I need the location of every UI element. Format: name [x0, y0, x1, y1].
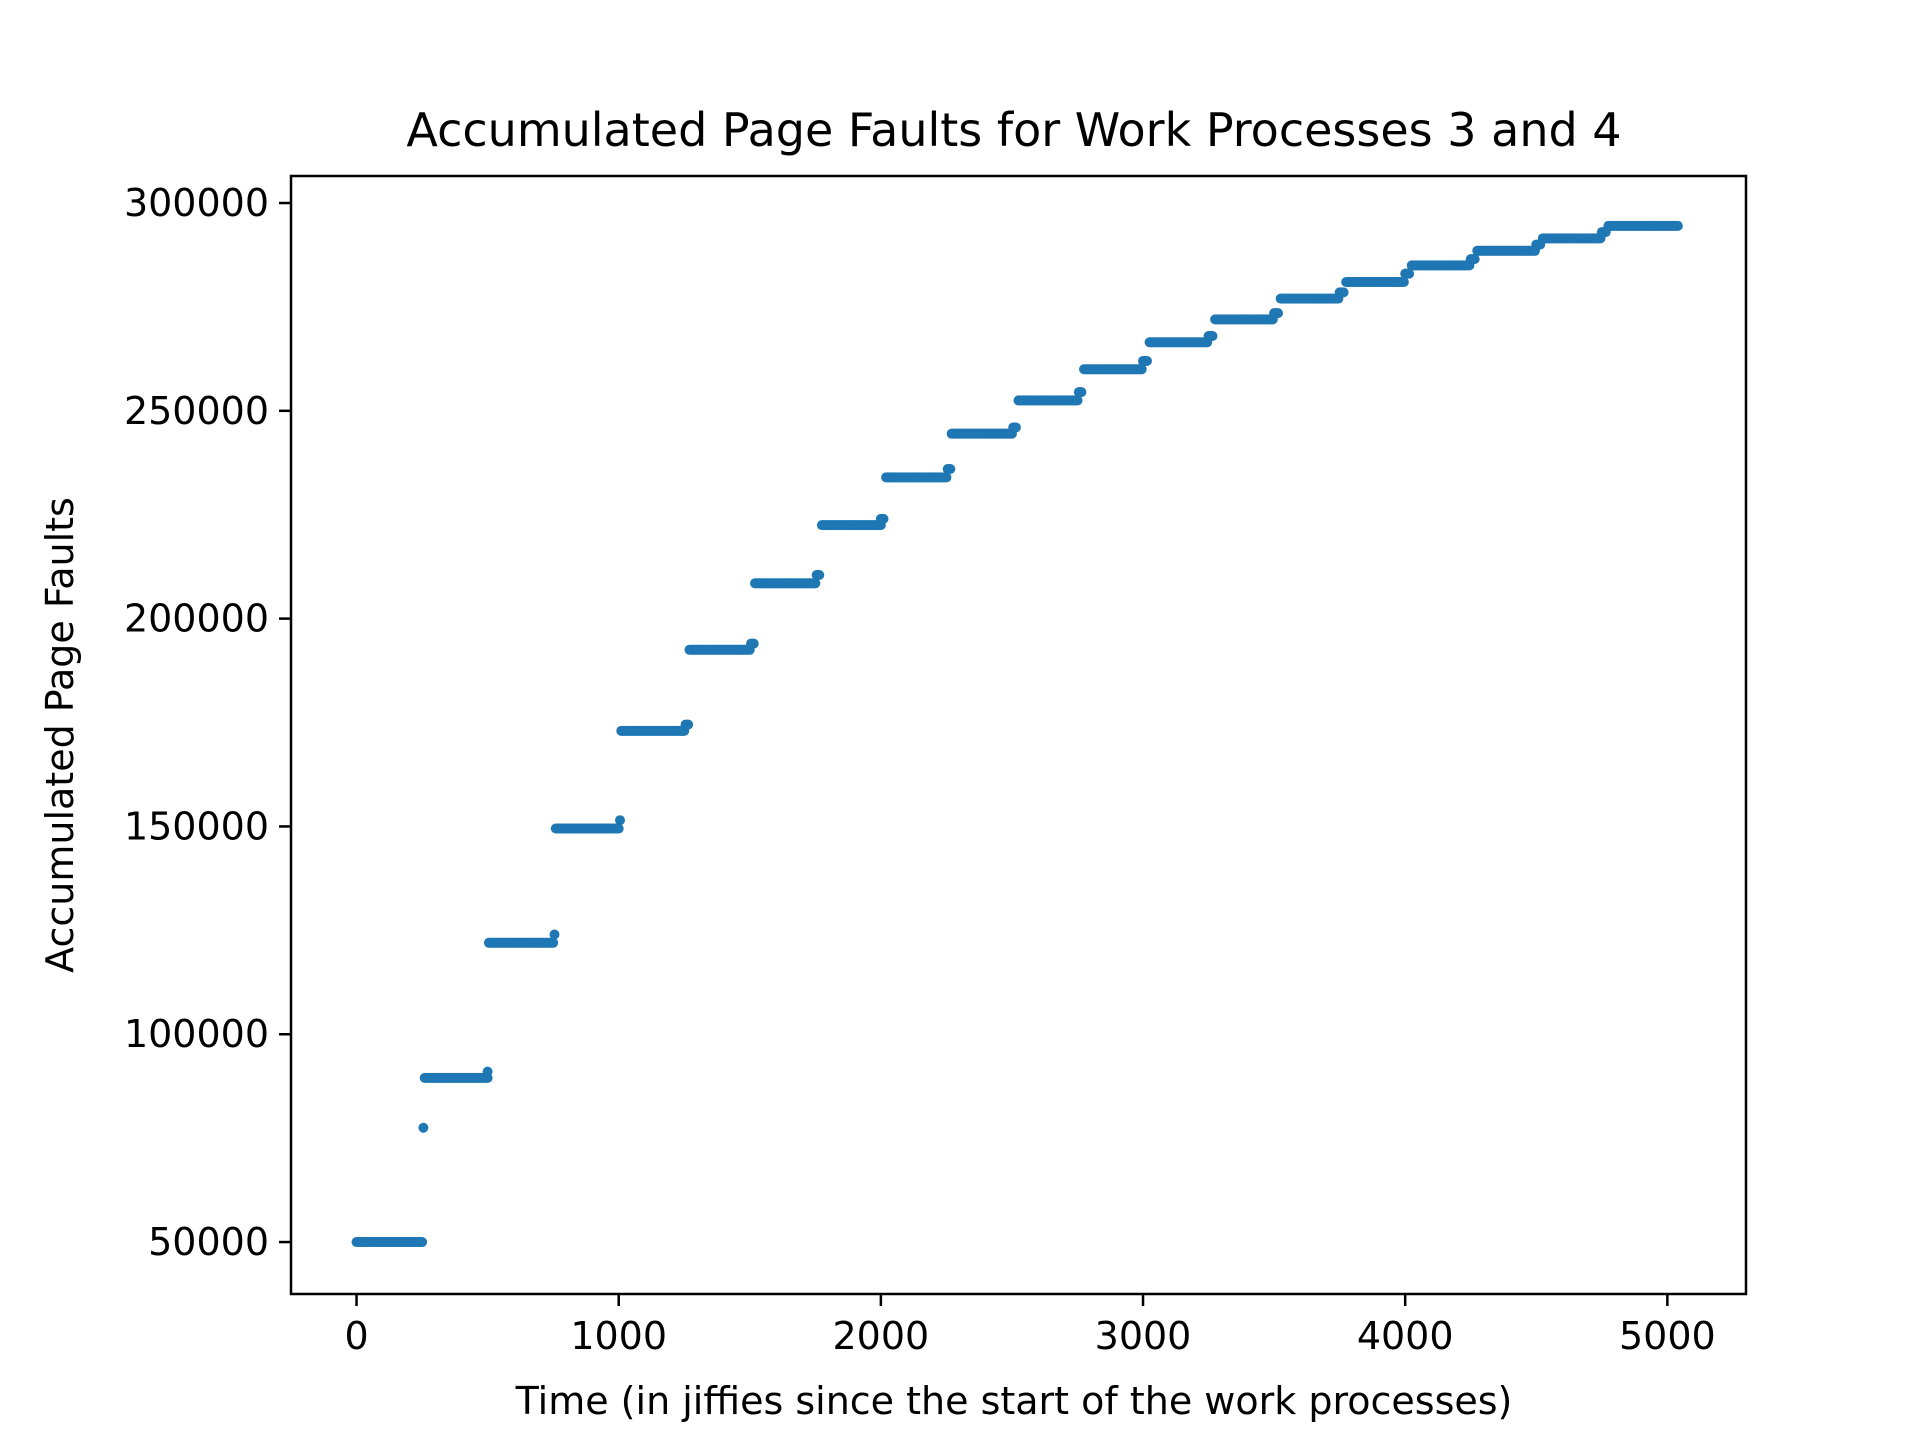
data-point	[1469, 254, 1480, 265]
x-tick-label: 0	[344, 1314, 368, 1358]
x-tick-label: 3000	[1095, 1314, 1192, 1358]
data-point	[1010, 422, 1021, 433]
data-point	[1207, 331, 1218, 342]
data-point	[748, 638, 759, 649]
data-point	[418, 1122, 429, 1133]
y-tick-label: 200000	[124, 597, 269, 641]
data-point	[417, 1237, 428, 1248]
data-point	[548, 937, 559, 948]
x-tick-label: 1000	[570, 1314, 667, 1358]
y-tick-label: 150000	[124, 804, 269, 848]
data-point	[482, 1066, 493, 1077]
data-point	[810, 578, 821, 589]
x-axis-label: Time (in jiffies since the start of the …	[515, 1379, 1513, 1423]
data-point	[683, 719, 694, 730]
data-point	[1273, 308, 1284, 319]
x-tick-label: 2000	[833, 1314, 930, 1358]
y-tick-label: 300000	[124, 181, 269, 225]
plot-marks	[351, 220, 1683, 1248]
data-point	[1076, 387, 1087, 398]
data-point	[941, 472, 952, 483]
data-point	[615, 815, 626, 826]
y-axis: 50000 100000 150000 200000 250000 300000	[124, 181, 291, 1264]
data-point	[1141, 355, 1152, 366]
chart-title: Accumulated Page Faults for Work Process…	[406, 103, 1621, 157]
x-tick-label: 4000	[1357, 1314, 1454, 1358]
y-axis-label: Accumulated Page Faults	[38, 497, 82, 973]
data-point	[945, 464, 956, 475]
plot-area-frame	[289, 174, 1748, 1296]
data-point	[1338, 287, 1349, 298]
data-point	[1136, 364, 1147, 375]
x-tick-label: 5000	[1619, 1314, 1716, 1358]
data-point	[1398, 276, 1409, 287]
data-point	[1404, 268, 1415, 279]
data-point	[549, 929, 560, 940]
y-tick-label: 50000	[148, 1220, 269, 1264]
y-tick-label: 100000	[124, 1012, 269, 1056]
data-point	[613, 823, 624, 834]
y-tick-label: 250000	[124, 389, 269, 433]
data-point	[814, 569, 825, 580]
x-axis: 0 1000 2000 3000 4000 5000	[344, 1294, 1716, 1358]
data-point	[1672, 220, 1683, 231]
data-point	[1072, 395, 1083, 406]
data-point	[878, 513, 889, 524]
